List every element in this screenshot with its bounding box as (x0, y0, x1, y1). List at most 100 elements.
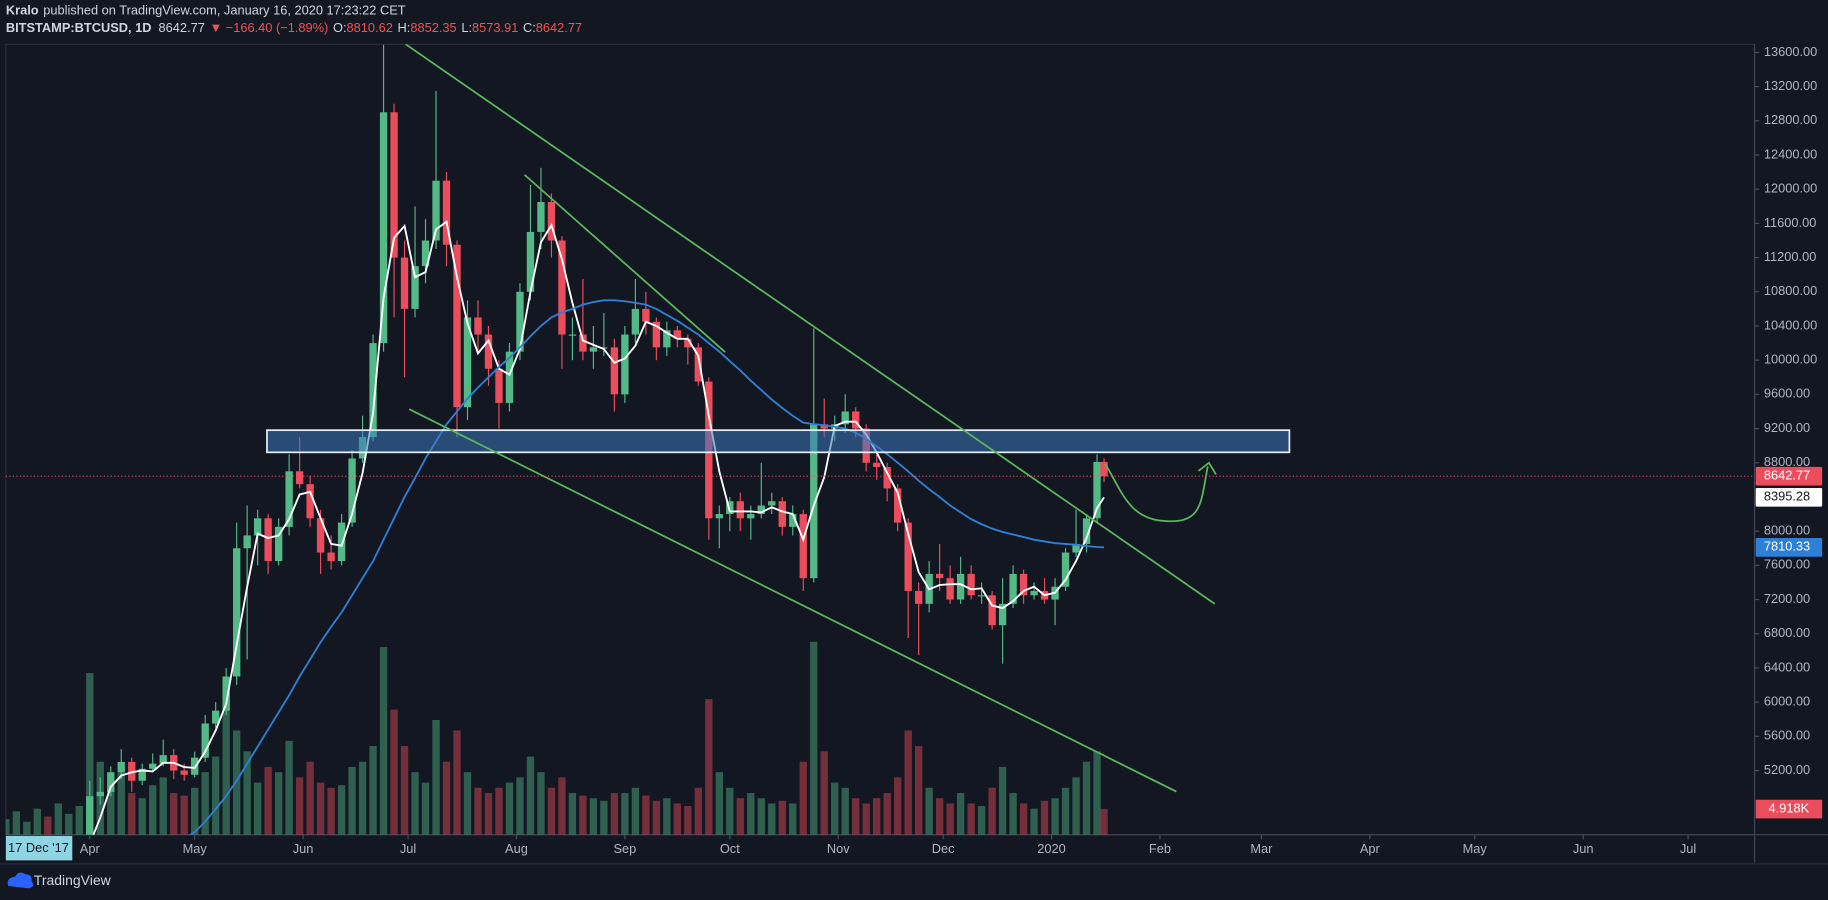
candle-body (453, 244, 461, 408)
candle-body (442, 180, 451, 245)
x-tick-label: Dec (932, 841, 955, 856)
volume-bar (44, 816, 52, 835)
candle-body (883, 467, 891, 489)
candle-body (904, 522, 912, 591)
volume-bar (988, 787, 996, 835)
candle-body (873, 462, 881, 468)
x-tick-label: Oct (720, 841, 740, 856)
symbol-line: BITSTAMP:BTCUSD, 1D 8642.77 ▼ −166.40 (−1.… (6, 21, 582, 36)
candle-body (138, 768, 146, 781)
x-tick-label: Sep (613, 841, 636, 856)
published: published on TradingView.com, January 16… (43, 3, 405, 18)
candle-body (694, 347, 702, 382)
volume-bar (75, 806, 83, 835)
candle-body (726, 501, 734, 515)
volume-bar (673, 803, 682, 835)
candle-body (988, 595, 996, 626)
x-tick-label: Apr (80, 841, 101, 856)
candle-body (379, 112, 388, 344)
volume-bar (5, 819, 10, 835)
volume-bar (726, 787, 734, 835)
publisher: Kralo (6, 3, 39, 18)
volume-bar (652, 800, 661, 835)
volume-bar (453, 730, 461, 835)
candle-body (484, 334, 493, 369)
volume-bar (33, 808, 41, 835)
candle-body (1072, 543, 1080, 553)
volume-bar (23, 821, 31, 835)
volume-bar (474, 787, 482, 835)
trendline (524, 174, 726, 353)
volume-bar (1051, 798, 1059, 835)
volume-bar (159, 777, 167, 835)
candle-body (799, 514, 807, 579)
y-tick-label: 9600.00 (1764, 386, 1810, 401)
candle-body (369, 343, 377, 438)
candle-body (201, 723, 209, 758)
candle-body (956, 573, 965, 600)
volume-bar (820, 751, 828, 835)
volume-bar (642, 795, 650, 835)
volume-bar (138, 798, 146, 835)
volume-bar (1061, 787, 1070, 835)
volume-bar (1009, 793, 1017, 835)
y-tick-label: 5600.00 (1764, 728, 1810, 743)
volume-bar (663, 798, 671, 835)
candle-body (663, 330, 671, 348)
volume-bar (222, 693, 230, 835)
volume-bar (956, 793, 965, 835)
trendline (408, 408, 1177, 793)
volume-label: 4.918K (1769, 800, 1810, 815)
candle-body (673, 330, 682, 339)
volume-bar (348, 766, 356, 835)
candle-body (579, 334, 587, 352)
header-line: Kralo published on TradingView.com, Janua… (6, 3, 406, 18)
volume-bar (306, 761, 314, 835)
candle-body (1030, 590, 1038, 596)
x-tick-label: Nov (827, 841, 850, 856)
open-key: O: (333, 21, 347, 36)
candle-body (348, 458, 356, 523)
candle-body (768, 501, 776, 506)
candle-body (778, 501, 786, 527)
candle-body (935, 573, 944, 579)
slow-ma-label: 7810.33 (1764, 539, 1810, 554)
volume-bar (831, 782, 839, 835)
y-tick-label: 13200.00 (1764, 78, 1817, 93)
volume-bar (799, 761, 807, 835)
candle-body (1100, 461, 1108, 477)
y-tick-label: 7600.00 (1764, 557, 1810, 572)
candle-body (337, 522, 346, 562)
volume-bar (369, 746, 377, 835)
y-tick-label: 10800.00 (1764, 283, 1817, 298)
x-tick-label: May (183, 841, 208, 856)
y-tick-label: 12000.00 (1764, 181, 1817, 196)
volume-label-box (1755, 799, 1823, 819)
candle-body (253, 518, 262, 536)
candle-body (1061, 552, 1070, 587)
volume-bar (484, 793, 493, 835)
candle-body (642, 308, 650, 322)
volume-bar (1019, 803, 1028, 835)
x-tick-label: Jun (1573, 841, 1594, 856)
candle-body (1009, 573, 1017, 604)
date-label-box (5, 835, 73, 861)
volume-bar (747, 793, 755, 835)
volume-bar (421, 782, 430, 835)
volume-bar (568, 793, 577, 835)
drawings (266, 44, 1291, 793)
volume-bar (768, 803, 776, 835)
volume-bar (621, 793, 629, 835)
y-tick-label: 9200.00 (1764, 420, 1810, 435)
volume-bar (516, 777, 524, 835)
candle-body (232, 548, 241, 677)
candle-body (757, 505, 765, 515)
candle-body (810, 424, 818, 579)
candle-body (736, 501, 744, 519)
candle-body (107, 772, 115, 792)
candle-body (820, 424, 828, 429)
last-price-label: 8642.77 (1764, 468, 1810, 483)
candle-body (159, 755, 167, 764)
x-tick-label: Aug (505, 841, 528, 856)
candle-body (914, 590, 923, 604)
